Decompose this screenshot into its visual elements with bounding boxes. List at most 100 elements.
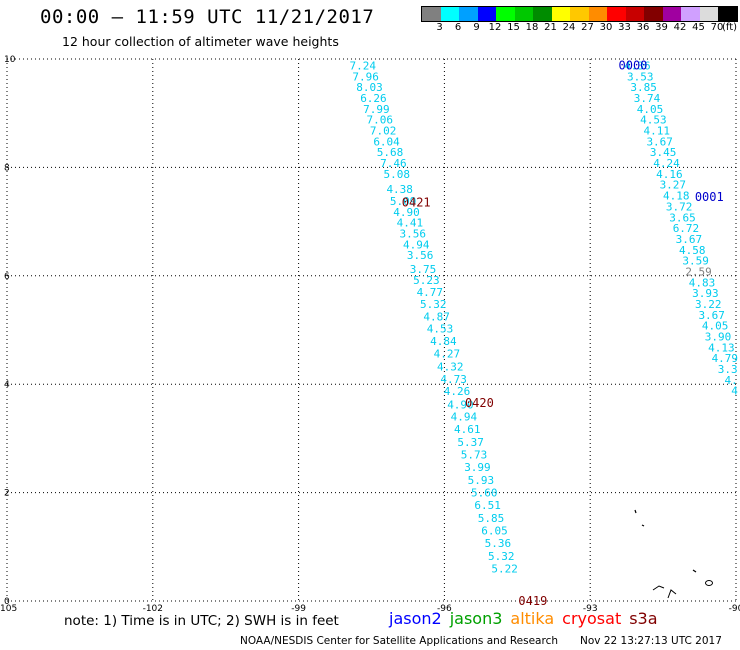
wave-height-label: 3.93: [692, 287, 719, 300]
wave-height-label: 2.59: [685, 265, 712, 278]
wave-height-label: 3.67: [646, 135, 673, 148]
wave-height-label: 3.99: [464, 461, 491, 474]
wave-height-label: 3.27: [660, 179, 687, 192]
y-tick-label: 6: [4, 272, 10, 282]
color-scale-label: 18: [525, 22, 539, 33]
wave-height-label: 5.60: [471, 487, 498, 500]
wave-height-label: 4: [731, 385, 738, 398]
wave-height-label: 4.: [725, 374, 738, 387]
color-swatch: [699, 7, 718, 21]
wave-height-label: 3.3: [718, 363, 738, 376]
wave-height-label: 4.77: [417, 286, 444, 299]
pass-time-label: 0420: [465, 396, 494, 410]
color-swatch: [662, 7, 681, 21]
wave-height-label: 4.53: [640, 114, 667, 127]
wave-height-label: 4.94: [403, 238, 430, 251]
color-scale-label: 12: [488, 22, 502, 33]
wave-height-label: 5.23: [413, 274, 440, 287]
wave-height-label: 5.73: [461, 449, 488, 462]
wave-height-label: 4.58: [679, 244, 706, 257]
satellite-legend-item: cryosat: [562, 609, 622, 628]
x-tick-label: -93: [583, 604, 598, 614]
wave-height-label: 3.72: [666, 200, 693, 213]
color-scale-label: 15: [507, 22, 520, 33]
color-swatch: [440, 7, 459, 21]
color-scale-label: 27: [581, 22, 594, 33]
wave-height-label: 6.26: [360, 92, 387, 105]
wave-height-label: 7.99: [363, 103, 390, 116]
wave-height-label: 4.13: [708, 341, 735, 354]
satellite-legend-item: jason2: [389, 609, 442, 628]
wave-height-label: 4.26: [444, 385, 471, 398]
color-scale-label: 3: [436, 22, 443, 33]
y-tick-label: 8: [4, 163, 10, 173]
wave-height-label: 5.36: [485, 537, 512, 550]
x-tick-label: -90: [729, 604, 740, 614]
satellite-legend-item: altika: [510, 609, 555, 628]
wave-height-label: 4.90: [447, 398, 474, 411]
wave-height-label: 7.06: [367, 114, 394, 127]
island-shape: [667, 589, 677, 599]
satellite-legend-item: jason3: [449, 609, 503, 628]
x-tick-label: -102: [143, 604, 163, 614]
color-swatch: [496, 7, 515, 21]
y-tick-label: 2: [4, 489, 10, 499]
wave-height-label: 4.05: [637, 103, 664, 116]
wave-height-label: 4.79: [712, 352, 739, 365]
wave-height-label: 3.65: [669, 211, 696, 224]
credit-line: NOAA/NESDIS Center for Satellite Applica…: [240, 635, 558, 647]
island-shape: [634, 509, 637, 514]
wave-height-label: 8.03: [356, 81, 383, 94]
wave-height-label: 6.04: [373, 135, 400, 148]
wave-height-label: 4.73: [440, 373, 467, 386]
wave-height-label: 5.85: [478, 512, 505, 525]
color-swatch: [681, 7, 700, 21]
color-scale-label: 42: [673, 22, 687, 33]
wave-height-label: 3.56: [407, 249, 434, 262]
wave-height-label: 4.32: [437, 360, 464, 373]
wave-height-label: 4.83: [689, 276, 716, 289]
wave-height-label: 4.24: [653, 157, 680, 170]
color-scale-label: 24: [562, 22, 576, 33]
wave-height-label: 4.36: [624, 60, 651, 73]
color-scale-label: 39: [655, 22, 668, 33]
color-scale-label: 30: [599, 22, 613, 33]
color-swatch: [625, 7, 644, 21]
island-shape: [705, 580, 713, 586]
wave-height-label: 4.53: [427, 322, 454, 335]
island-shape: [692, 569, 697, 573]
wave-height-label: 6.51: [474, 499, 501, 512]
color-scale-label: 45: [692, 22, 705, 33]
wave-height-label: 5.22: [491, 562, 518, 575]
color-scale-label: 21: [544, 22, 557, 33]
wave-height-label: 3.67: [676, 233, 703, 246]
wave-height-label: 7.02: [370, 125, 397, 138]
satellite-legend: jason2 jason3 altika cryosat s3a: [389, 609, 666, 628]
color-swatch: [533, 7, 552, 21]
wave-height-label: 5.08: [384, 168, 411, 181]
color-swatch: [514, 7, 533, 21]
page-subtitle: 12 hour collection of altimeter wave hei…: [62, 34, 339, 49]
wave-height-label: 3.85: [630, 81, 657, 94]
island-shape: [652, 585, 665, 591]
pass-time-label: 0001: [695, 190, 724, 204]
wave-height-label: 5.32: [420, 298, 447, 311]
wave-height-label: 5.68: [377, 146, 404, 159]
wave-height-label: 3.22: [695, 298, 722, 311]
color-scale-label: (ft): [721, 22, 738, 33]
page-title: 00:00 – 11:59 UTC 11/21/2017: [40, 6, 375, 28]
wave-height-label: 6.72: [673, 222, 700, 235]
pass-time-label: 0419: [518, 594, 547, 608]
wave-height-label: 5.32: [488, 550, 515, 563]
color-scale-label: 70: [710, 22, 724, 33]
x-tick-label: -99: [291, 604, 306, 614]
wave-height-label: 4.16: [656, 168, 683, 181]
wave-height-label: 7.46: [380, 157, 407, 170]
color-swatch: [459, 7, 478, 21]
y-tick-label: 0: [4, 597, 10, 607]
wave-height-label: 4.38: [386, 183, 413, 196]
color-swatch: [588, 7, 607, 21]
x-tick-label: -96: [437, 604, 452, 614]
color-scale-label: 36: [636, 22, 650, 33]
